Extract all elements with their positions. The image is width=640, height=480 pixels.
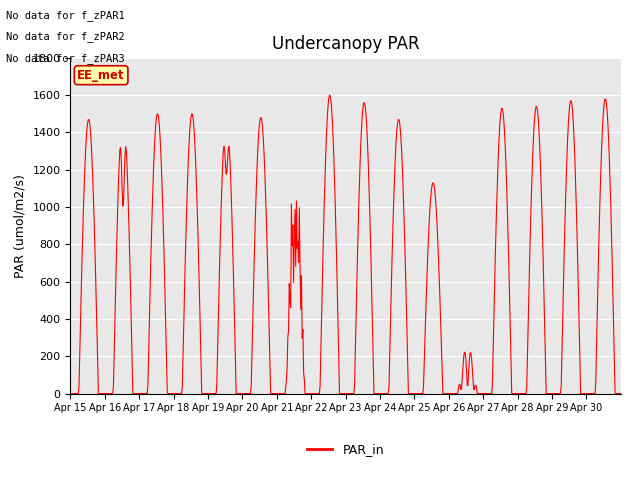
Y-axis label: PAR (umol/m2/s): PAR (umol/m2/s) (14, 174, 27, 277)
Title: Undercanopy PAR: Undercanopy PAR (272, 35, 419, 53)
Text: No data for f_zPAR3: No data for f_zPAR3 (6, 53, 125, 64)
Text: No data for f_zPAR2: No data for f_zPAR2 (6, 31, 125, 42)
Text: EE_met: EE_met (77, 69, 125, 82)
Legend: PAR_in: PAR_in (302, 438, 389, 461)
Text: No data for f_zPAR1: No data for f_zPAR1 (6, 10, 125, 21)
